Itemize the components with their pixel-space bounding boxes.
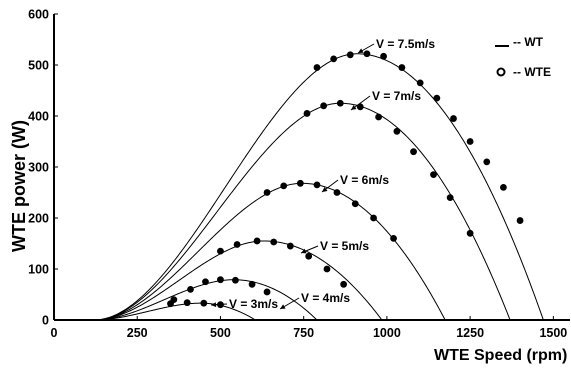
wte-point [183, 299, 191, 307]
wte-point [430, 171, 437, 179]
wt-curve [93, 302, 256, 321]
wte-point [356, 103, 364, 111]
legend-wte-label: -- WTE [513, 65, 551, 79]
wte-point [270, 238, 278, 246]
y-tick-label: 400 [28, 110, 49, 124]
y-tick-label: 300 [28, 161, 49, 175]
wte-point [305, 252, 313, 260]
wte-point [313, 181, 321, 189]
y-tick-label: 500 [28, 59, 49, 73]
wt-curve [93, 279, 318, 321]
wte-point [333, 189, 341, 196]
wte-point [398, 64, 406, 71]
legend-wt-label: -- WT [513, 35, 544, 49]
wte-point [313, 64, 321, 71]
wte-point [351, 200, 359, 208]
wte-point [516, 217, 524, 224]
y-axis-title: WTE power (W) [9, 120, 29, 252]
wte-point [380, 52, 387, 60]
x-tick-label: 500 [210, 326, 231, 340]
wte-point [393, 127, 401, 135]
y-tick-label: 100 [28, 263, 49, 277]
wte-point [390, 235, 397, 242]
legend-wte-marker-symbol [496, 67, 506, 77]
curve-label: V = 7.5m/s [376, 37, 435, 51]
x-tick-label: 250 [127, 326, 148, 340]
wte-point [233, 241, 241, 248]
wte-point [263, 288, 271, 296]
curve-label-arrowhead [280, 304, 286, 309]
wte-point [416, 79, 424, 87]
wte-point [330, 55, 338, 63]
wte-point [346, 51, 354, 59]
axes [53, 14, 570, 321]
wte-point [323, 265, 331, 273]
curve-label: V = 5m/s [320, 239, 369, 253]
wte-point [320, 102, 328, 110]
wte-point [296, 179, 304, 187]
wte-point [370, 214, 377, 222]
wte-point [433, 94, 441, 102]
wte-point [336, 99, 344, 107]
curve-label: V = 3m/s [229, 297, 278, 311]
x-tick-label: 1000 [373, 326, 401, 340]
curve-label: V = 6m/s [340, 173, 389, 187]
wte-point [280, 182, 288, 190]
wte-points [167, 50, 524, 309]
wte-point [500, 184, 507, 191]
y-tick-label: 600 [28, 8, 49, 22]
x-tick-label: 1250 [456, 326, 484, 340]
wte-point [187, 286, 194, 293]
x-axis-ticks: 0 250 500 750 1000 1250 1500 [51, 316, 567, 340]
wte-point [263, 189, 271, 196]
curve-label-arrowhead [358, 48, 364, 53]
wte-point [303, 110, 311, 117]
wte-point [286, 242, 294, 250]
y-tick-label: 200 [28, 212, 49, 226]
wte-point [200, 299, 208, 307]
curve-label-arrowhead [351, 105, 357, 110]
legend: -- WT -- WTE [495, 35, 551, 79]
curve-label-arrowhead [211, 302, 217, 308]
y-tick-label: 0 [42, 314, 49, 328]
wte-point [446, 194, 454, 202]
x-tick-label: 0 [51, 326, 58, 340]
wte-point [363, 50, 371, 58]
wte-point [202, 278, 209, 286]
wte-point [253, 237, 261, 245]
wte-point [217, 276, 224, 284]
wte-point [170, 296, 178, 303]
wte-point [483, 158, 491, 166]
y-axis-ticks: 0 100 200 300 400 500 600 [28, 8, 58, 328]
wte-point [232, 276, 239, 284]
x-tick-label: 1500 [539, 326, 567, 340]
wt-curve [93, 102, 511, 321]
x-axis-title: WTE Speed (rpm) [434, 347, 567, 364]
wte-point [466, 229, 474, 237]
wte-point [410, 148, 417, 156]
curve-label-arrowhead [301, 248, 307, 254]
wte-point [248, 280, 256, 288]
curve-labels: V = 3m/s V = 4m/s V = 5m/s V = 6m/s V = 7m/s… [210, 37, 435, 311]
x-tick-label: 750 [293, 326, 314, 340]
wte-point [217, 247, 224, 255]
curve-label-arrowhead [322, 187, 328, 192]
curve-label: V = 7m/s [372, 89, 421, 103]
curve-label: V = 4m/s [301, 291, 350, 305]
wte-point [466, 138, 474, 145]
wte-point [375, 113, 382, 121]
wte-point [450, 115, 457, 122]
wte-point [340, 280, 348, 288]
